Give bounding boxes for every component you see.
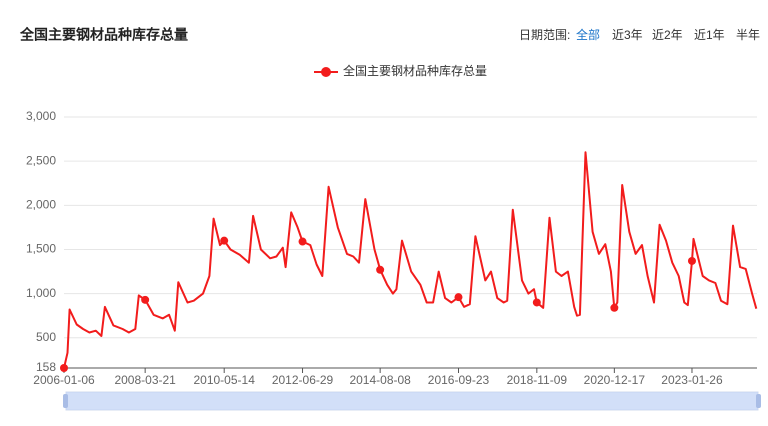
point-marker bbox=[376, 265, 385, 274]
x-tick-label: 2010-05-14 bbox=[193, 373, 255, 387]
x-tick-label: 2023-01-26 bbox=[661, 373, 723, 387]
zoom-handle-left[interactable] bbox=[63, 394, 68, 408]
x-tick-label: 2016-09-23 bbox=[428, 373, 490, 387]
chart-title: 全国主要钢材品种库存总量 bbox=[19, 27, 188, 43]
point-marker bbox=[141, 295, 150, 304]
date-range-options: 全部 近3年 近2年 近1年 半年 bbox=[576, 27, 760, 42]
date-range-option[interactable]: 全部 bbox=[576, 27, 600, 42]
x-tick-label: 2014-08-08 bbox=[349, 373, 411, 387]
point-marker bbox=[60, 364, 68, 372]
x-tick-label: 2008-03-21 bbox=[114, 373, 176, 387]
x-tick-label: 2018-11-09 bbox=[507, 373, 568, 387]
x-tick-label: 2020-12-17 bbox=[584, 373, 646, 387]
y-tick-label: 2,000 bbox=[26, 197, 56, 211]
x-tick-label: 2006-01-06 bbox=[33, 373, 95, 387]
legend-marker bbox=[321, 67, 331, 77]
date-range-option[interactable]: 近1年 bbox=[694, 28, 725, 42]
y-tick-label: 1,500 bbox=[26, 242, 56, 256]
zoom-handle-right[interactable] bbox=[756, 394, 761, 408]
y-tick-label: 3,000 bbox=[26, 109, 56, 123]
zoom-selection[interactable] bbox=[66, 392, 758, 410]
y-tick-label: 158 bbox=[36, 360, 56, 374]
plot-area: 158 500 1,000 1,500 2,000 2,500 3,000 2006-01-0… bbox=[26, 109, 758, 387]
date-range-option[interactable]: 近3年 bbox=[612, 28, 643, 42]
point-marker bbox=[532, 298, 541, 307]
y-tick-label: 1,000 bbox=[26, 286, 56, 300]
x-tick-label: 2012-06-29 bbox=[272, 373, 334, 387]
date-range-option[interactable]: 近2年 bbox=[652, 28, 683, 42]
point-marker bbox=[687, 256, 696, 265]
point-marker bbox=[610, 303, 619, 312]
date-range-option[interactable]: 半年 bbox=[736, 28, 760, 42]
point-marker bbox=[298, 237, 307, 246]
legend-label: 全国主要钢材品种库存总量 bbox=[343, 63, 487, 78]
legend: 全国主要钢材品种库存总量 bbox=[314, 63, 487, 78]
point-marker bbox=[454, 293, 463, 302]
point-marker bbox=[220, 236, 229, 245]
y-tick-label: 2,500 bbox=[26, 153, 56, 167]
date-range-label: 日期范围: bbox=[519, 28, 570, 42]
y-tick-label: 500 bbox=[36, 330, 56, 344]
series-line bbox=[63, 151, 758, 369]
